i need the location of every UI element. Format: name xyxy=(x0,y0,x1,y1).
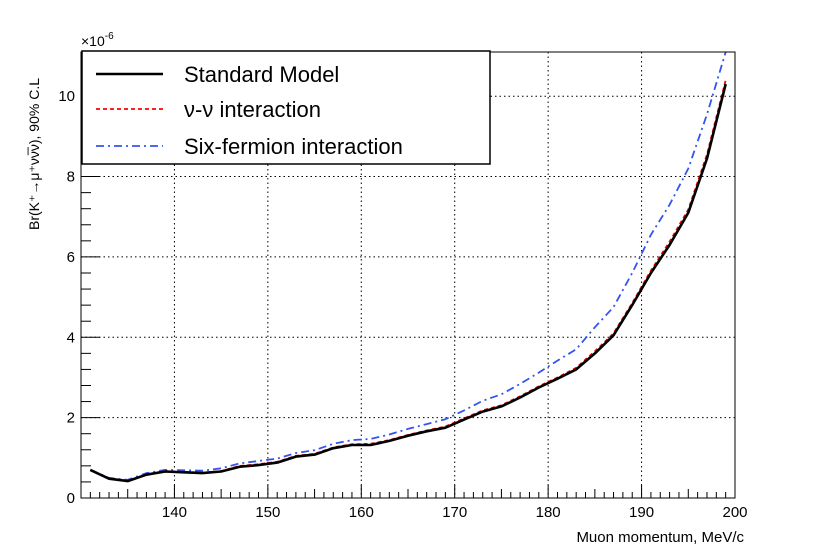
x-tick-label-150: 150 xyxy=(255,504,280,521)
x-tick-label-160: 160 xyxy=(349,504,374,521)
legend-label-0: Standard Model xyxy=(184,62,339,87)
x-tick-label-190: 190 xyxy=(629,504,654,521)
series-group xyxy=(89,51,727,483)
x-tick-label-140: 140 xyxy=(162,504,187,521)
y-tick-label-2: 2 xyxy=(67,410,75,427)
y-tick-label-0: 0 xyxy=(67,490,75,507)
legend-label-1: ν-ν interaction xyxy=(184,97,321,122)
y-tick-label-4: 4 xyxy=(67,329,75,346)
y-exponent: ×10-6 xyxy=(81,31,114,49)
y-tick-label-10: 10 xyxy=(58,88,75,105)
y-tick-label-8: 8 xyxy=(67,169,75,186)
x-tick-label-200: 200 xyxy=(722,504,747,521)
y-tick-label-6: 6 xyxy=(67,249,75,266)
x-tick-label-170: 170 xyxy=(442,504,467,521)
legend-label-2: Six-fermion interaction xyxy=(184,134,403,159)
legend-box xyxy=(81,50,491,165)
series-line-0 xyxy=(89,83,727,483)
y-axis-label: Br(K⁺→μ⁺νν̅ν), 90% C.L xyxy=(26,78,42,230)
series-line-2 xyxy=(89,51,727,481)
x-axis-label: Muon momentum, MeV/c xyxy=(576,529,744,546)
legend: Standard Model ν-ν interaction Six-fermion… xyxy=(81,50,491,165)
x-tick-label-180: 180 xyxy=(536,504,561,521)
